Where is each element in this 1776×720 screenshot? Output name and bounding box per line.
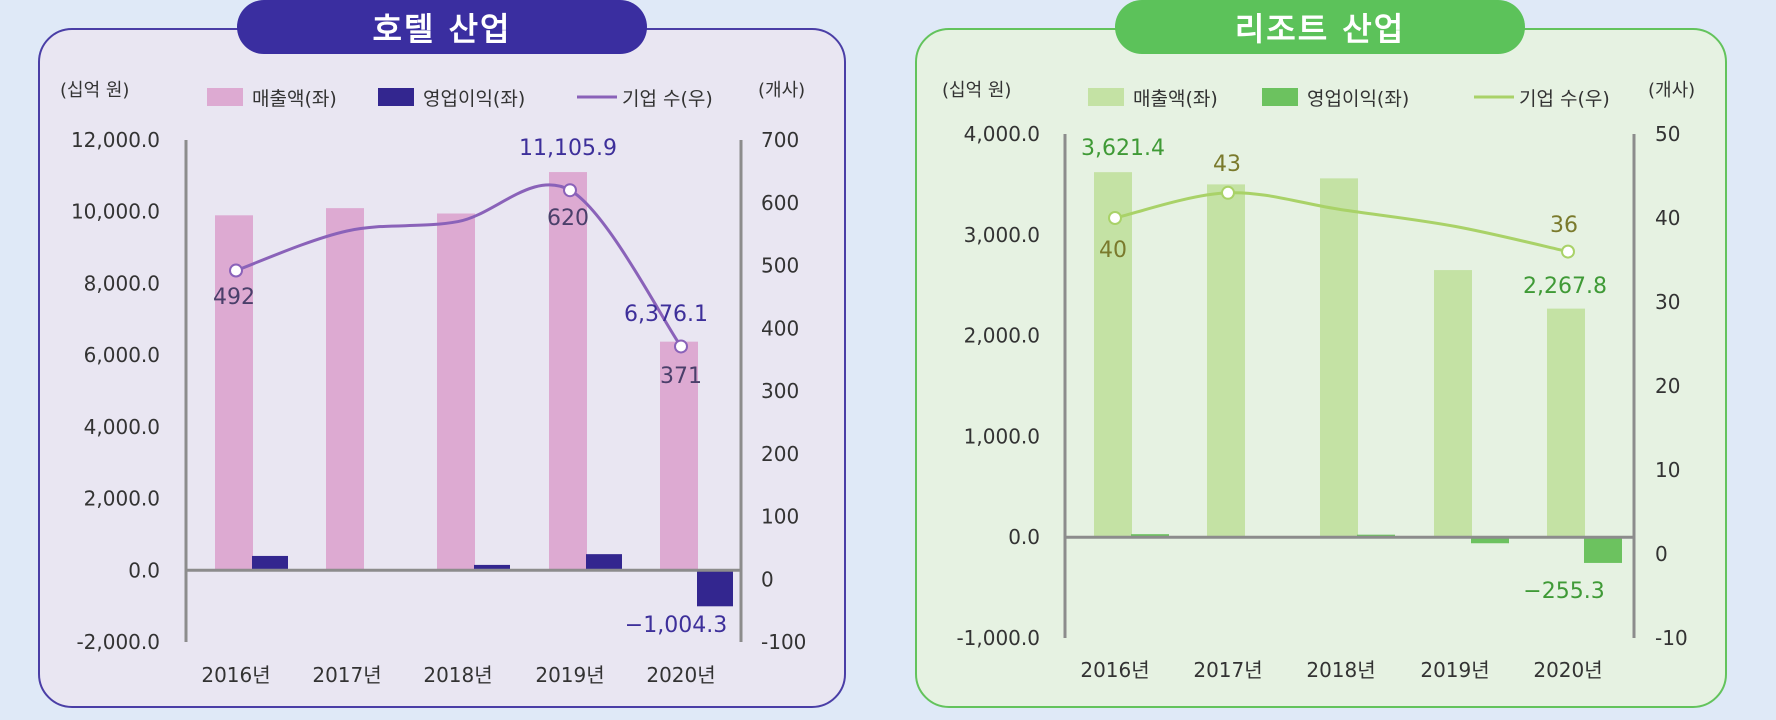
legend-profit-label: 영업이익(좌) bbox=[423, 88, 525, 110]
left-tick-label: 2,000.0 bbox=[84, 487, 160, 511]
right-tick-label: 40 bbox=[1655, 206, 1680, 230]
category-label: 2016년 bbox=[201, 663, 270, 687]
legend-sales-label: 매출액(좌) bbox=[252, 88, 337, 110]
profit-bar bbox=[1131, 534, 1169, 538]
category-label: 2016년 bbox=[1080, 658, 1149, 682]
category-label: 2017년 bbox=[1193, 658, 1262, 682]
category-label: 2020년 bbox=[646, 663, 715, 687]
legend-profit-swatch bbox=[378, 88, 414, 106]
right-axis-unit: (개사) bbox=[1648, 80, 1695, 101]
count-2016-label: 40 bbox=[1099, 238, 1127, 263]
left-tick-label: 10,000.0 bbox=[71, 200, 160, 224]
legend-line-label: 기업 수(우) bbox=[1519, 88, 1610, 110]
left-tick-label: 4,000.0 bbox=[84, 415, 160, 439]
category-label: 2020년 bbox=[1533, 658, 1602, 682]
right-tick-label: 50 bbox=[1655, 122, 1680, 146]
sales-2020-label: 6,376.1 bbox=[624, 302, 708, 327]
left-tick-label: 8,000.0 bbox=[84, 271, 160, 295]
resort-chart: 매출액(좌) 영업이익(좌) 기업 수(우) (십억 원) (개사) 4,000.0 3,0… bbox=[942, 80, 1695, 682]
count-2017-label: 43 bbox=[1213, 152, 1241, 177]
profit-bar bbox=[252, 555, 288, 571]
legend-profit-label: 영업이익(좌) bbox=[1307, 88, 1409, 110]
left-tick-label: 1,000.0 bbox=[964, 424, 1040, 448]
right-tick-label: 200 bbox=[761, 442, 799, 466]
sales-bar bbox=[1434, 270, 1472, 538]
right-tick-label: 0 bbox=[1655, 542, 1668, 566]
right-tick-label: 400 bbox=[761, 316, 799, 340]
sales-bar bbox=[1094, 172, 1132, 538]
category-label: 2017년 bbox=[312, 663, 381, 687]
left-axis-unit: (십억 원) bbox=[942, 80, 1011, 101]
resort-title: 리조트 산업 bbox=[1115, 0, 1525, 54]
left-tick-label: 0.0 bbox=[128, 558, 160, 582]
right-tick-label: -100 bbox=[761, 630, 806, 654]
profit-bar bbox=[586, 554, 622, 571]
category-label: 2018년 bbox=[1306, 658, 1375, 682]
profit-bar bbox=[474, 564, 510, 571]
line-marker bbox=[563, 183, 577, 198]
profit-2020-label: −1,004.3 bbox=[625, 613, 727, 638]
right-tick-label: 700 bbox=[761, 128, 799, 152]
profit-bar bbox=[1584, 537, 1622, 563]
category-label: 2019년 bbox=[535, 663, 604, 687]
right-tick-label: 30 bbox=[1655, 290, 1680, 314]
line-marker bbox=[674, 339, 688, 354]
category-label: 2019년 bbox=[1420, 658, 1489, 682]
right-tick-label: 0 bbox=[761, 567, 774, 591]
sales-bar bbox=[1207, 184, 1245, 538]
sales-bar bbox=[660, 341, 698, 571]
left-tick-label: -2,000.0 bbox=[76, 630, 160, 654]
sales-bar bbox=[1320, 178, 1358, 538]
company-count-line bbox=[1114, 191, 1569, 254]
right-tick-label: -10 bbox=[1655, 626, 1688, 650]
line-marker bbox=[1561, 244, 1575, 259]
hotel-chart: 매출액(좌) 영업이익(좌) 기업 수(우) (십억 원) (개사) 12,000.0 10… bbox=[60, 80, 806, 687]
left-tick-label: 2,000.0 bbox=[964, 324, 1040, 348]
count-2016-label: 492 bbox=[213, 285, 255, 310]
left-tick-label: 4,000.0 bbox=[964, 122, 1040, 146]
legend-sales-swatch bbox=[207, 88, 243, 106]
legend-profit-swatch bbox=[1262, 88, 1298, 106]
right-tick-label: 10 bbox=[1655, 458, 1680, 482]
right-tick-label: 100 bbox=[761, 505, 799, 529]
left-tick-label: 12,000.0 bbox=[71, 128, 160, 152]
company-count-line bbox=[235, 183, 683, 348]
profit-bar bbox=[1471, 537, 1509, 544]
right-tick-label: 300 bbox=[761, 379, 799, 403]
count-2020-label: 36 bbox=[1550, 213, 1578, 238]
right-tick-label: 20 bbox=[1655, 374, 1680, 398]
left-tick-label: -1,000.0 bbox=[956, 626, 1040, 650]
left-tick-label: 6,000.0 bbox=[84, 343, 160, 367]
sales-bar bbox=[1547, 308, 1585, 538]
left-axis-unit: (십억 원) bbox=[60, 80, 129, 101]
right-axis-unit: (개사) bbox=[758, 80, 805, 101]
count-2020-label: 371 bbox=[660, 364, 702, 389]
profit-bar bbox=[697, 570, 733, 607]
sales-2016-label: 3,621.4 bbox=[1081, 136, 1165, 161]
sales-2019-label: 11,105.9 bbox=[519, 136, 617, 161]
legend-sales-swatch bbox=[1088, 88, 1124, 106]
legend-sales-label: 매출액(좌) bbox=[1133, 88, 1218, 110]
sales-bar bbox=[549, 172, 587, 571]
sales-bar bbox=[326, 208, 364, 571]
category-label: 2018년 bbox=[423, 663, 492, 687]
legend-line-label: 기업 수(우) bbox=[622, 88, 713, 110]
hotel-title: 호텔 산업 bbox=[237, 0, 647, 54]
line-marker bbox=[1221, 185, 1235, 200]
right-tick-label: 500 bbox=[761, 254, 799, 278]
sales-bar bbox=[437, 213, 475, 571]
count-2019-label: 620 bbox=[547, 206, 589, 231]
profit-2020-label: −255.3 bbox=[1523, 579, 1604, 604]
left-tick-label: 3,000.0 bbox=[964, 223, 1040, 247]
right-tick-label: 600 bbox=[761, 191, 799, 215]
line-marker bbox=[1108, 211, 1122, 225]
line-marker bbox=[229, 263, 243, 278]
left-tick-label: 0.0 bbox=[1008, 525, 1040, 549]
sales-2020-label: 2,267.8 bbox=[1523, 274, 1607, 299]
